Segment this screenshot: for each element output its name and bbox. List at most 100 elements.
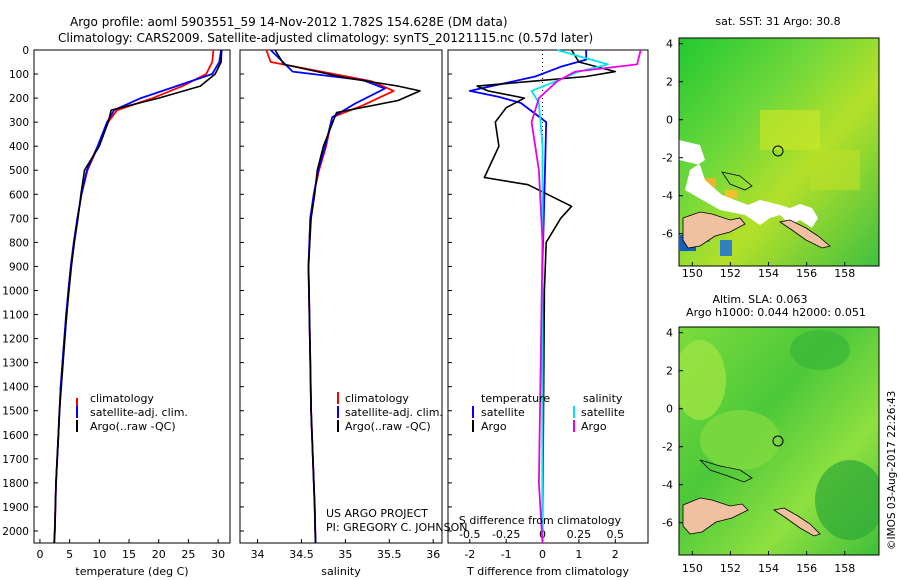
x-tick-label: 34.5: [289, 548, 314, 561]
legend-s-argo: Argo: [581, 420, 607, 433]
depth-tick-label: 900: [9, 261, 29, 273]
depth-tick-label: 400: [9, 141, 29, 153]
climatology-title: Climatology: CARS2009. Satellite-adjuste…: [58, 31, 593, 45]
map-x-tick-label: 156: [796, 267, 817, 280]
map-y-tick-label: -6: [662, 228, 673, 241]
legend-satellite: satellite-adj. clim.: [345, 406, 443, 419]
series-temperature-satellite: [468, 50, 588, 543]
temperature-panel: [33, 49, 231, 544]
sst-map-title: sat. SST: 31 Argo: 30.8: [715, 15, 840, 28]
x-tick-label: -2: [464, 548, 475, 561]
s-difference-xlabel: S difference from climatology: [459, 514, 622, 527]
x-tick-label: 25: [181, 548, 195, 561]
map-y-tick-label: 4: [666, 38, 673, 51]
argo-float-marker-sst: [772, 145, 784, 157]
x-tick-label: 34: [251, 548, 265, 561]
map-x-tick-label: 154: [758, 267, 779, 280]
series-satellite-adj-clim-: [53, 49, 222, 544]
map-x-tick-label: 152: [720, 562, 741, 575]
map-x-tick-label: 158: [834, 267, 855, 280]
map-y-tick-label: 0: [666, 114, 673, 127]
s-tick-label: 0.5: [607, 528, 625, 541]
depth-tick-label: 500: [9, 165, 29, 177]
depth-tick-label: 1500: [2, 406, 29, 418]
s-tick-label: -0.5: [459, 528, 480, 541]
map-y-tick-label: 2: [666, 76, 673, 89]
x-tick-label: 35.5: [377, 548, 402, 561]
series-temperature-argo: [476, 49, 617, 544]
x-tick-label: 36: [426, 548, 440, 561]
depth-tick-label: 1700: [2, 454, 29, 466]
x-tick-label: 20: [152, 548, 166, 561]
depth-tick-label: 1100: [2, 310, 29, 322]
depth-tick-label: 800: [9, 237, 29, 249]
sla-map-frame: [678, 326, 880, 556]
x-tick-label: 30: [211, 548, 225, 561]
depth-tick-label: 600: [9, 189, 29, 201]
depth-tick-label: 1000: [2, 285, 29, 297]
legend-temperature-title: temperature: [481, 392, 550, 405]
sst-map-frame: [678, 37, 880, 267]
legend-argo: Argo(..raw -QC): [345, 420, 431, 433]
depth-tick-label: 1300: [2, 358, 29, 370]
legend-climatology: climatology: [90, 392, 154, 405]
map-y-tick-label: 4: [666, 327, 673, 340]
x-tick-label: -1: [501, 548, 512, 561]
depth-tick-label: 200: [9, 93, 29, 105]
x-tick-label: 15: [122, 548, 136, 561]
sla-map-title: Altim. SLA: 0.063: [712, 293, 807, 306]
depth-tick-label: 1200: [2, 334, 29, 346]
x-tick-label: 0: [36, 548, 43, 561]
sla-map-image: [679, 327, 879, 555]
legend-climatology: climatology: [345, 392, 409, 405]
depth-tick-label: 700: [9, 213, 29, 225]
x-tick-label: 2: [612, 548, 619, 561]
project-credit: US ARGO PROJECT: [326, 507, 428, 520]
series-argo-raw-qc-: [53, 49, 223, 544]
series-salinity-satellite: [530, 49, 609, 543]
depth-tick-label: 100: [9, 69, 29, 81]
map-y-tick-label: -4: [662, 190, 673, 203]
depth-tick-label: 0: [22, 45, 29, 57]
map-x-tick-label: 152: [720, 267, 741, 280]
sla-map-subtitle: Argo h1000: 0.044 h2000: 0.051: [686, 306, 866, 319]
salinity-panel: [239, 49, 443, 544]
depth-tick-label: 1600: [2, 430, 29, 442]
x-axes: 0 5 10 15 20 25 30 34 34.5 35 35.5 36 -2 -1 0 1 2 -0.5 -0.…: [36, 50, 624, 561]
depth-tick-label: 1400: [2, 382, 29, 394]
series-climatology: [53, 49, 215, 544]
map-axes: 150 152 154 156 158 4 2 0 -2 -4 -6 150 152 154 156 158 4…: [662, 38, 855, 575]
series-argo-raw-qc-: [274, 49, 421, 544]
x-tick-label: 1: [575, 548, 582, 561]
sst-map-image: [679, 38, 879, 266]
temperature-legend: climatology satellite-adj. clim. Argo(..…: [76, 392, 188, 433]
map-y-tick-label: 0: [666, 403, 673, 416]
temperature-xlabel: temperature (deg C): [75, 565, 188, 578]
map-y-tick-label: -2: [662, 152, 673, 165]
map-y-tick-label: -4: [662, 479, 673, 492]
map-y-tick-label: -2: [662, 441, 673, 454]
salinity-xlabel: salinity: [321, 565, 361, 578]
s-tick-label: 0.25: [567, 528, 592, 541]
t-difference-xlabel: T difference from climatology: [466, 565, 629, 578]
pi-credit: PI: GREGORY C. JOHNSON: [326, 521, 467, 534]
depth-tick-label: 1900: [2, 502, 29, 514]
salinity-legend: climatology satellite-adj. clim. Argo(..…: [337, 392, 443, 433]
series-salinity-argo: [530, 49, 642, 544]
depth-axis: 0 100 200 300 400 500 600 700 800 900 1000 1100 1200…: [2, 45, 452, 538]
legend-satellite: satellite-adj. clim.: [90, 406, 188, 419]
depth-tick-label: 1800: [2, 478, 29, 490]
depth-tick-label: 300: [9, 117, 29, 129]
argo-float-marker-sla: [772, 435, 784, 447]
map-x-tick-label: 154: [758, 562, 779, 575]
map-x-tick-label: 150: [682, 562, 703, 575]
profile-title: Argo profile: aoml 5903551_59 14-Nov-201…: [70, 15, 508, 29]
imos-credit: ©IMOS 03-Aug-2017 22:26:43: [886, 391, 898, 550]
map-x-tick-label: 150: [682, 267, 703, 280]
s-tick-label: -0.25: [492, 528, 520, 541]
depth-tick-label: 2000: [2, 526, 29, 538]
x-tick-label: 10: [92, 548, 106, 561]
map-y-tick-label: -6: [662, 517, 673, 530]
x-tick-label: 35: [338, 548, 352, 561]
x-tick-label: 0: [539, 548, 546, 561]
